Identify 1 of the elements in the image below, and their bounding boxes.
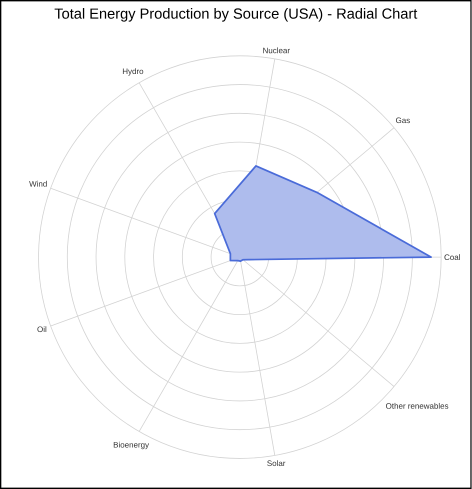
chart-title: Total Energy Production by Source (USA) - Radial Chart [54,8,418,22]
